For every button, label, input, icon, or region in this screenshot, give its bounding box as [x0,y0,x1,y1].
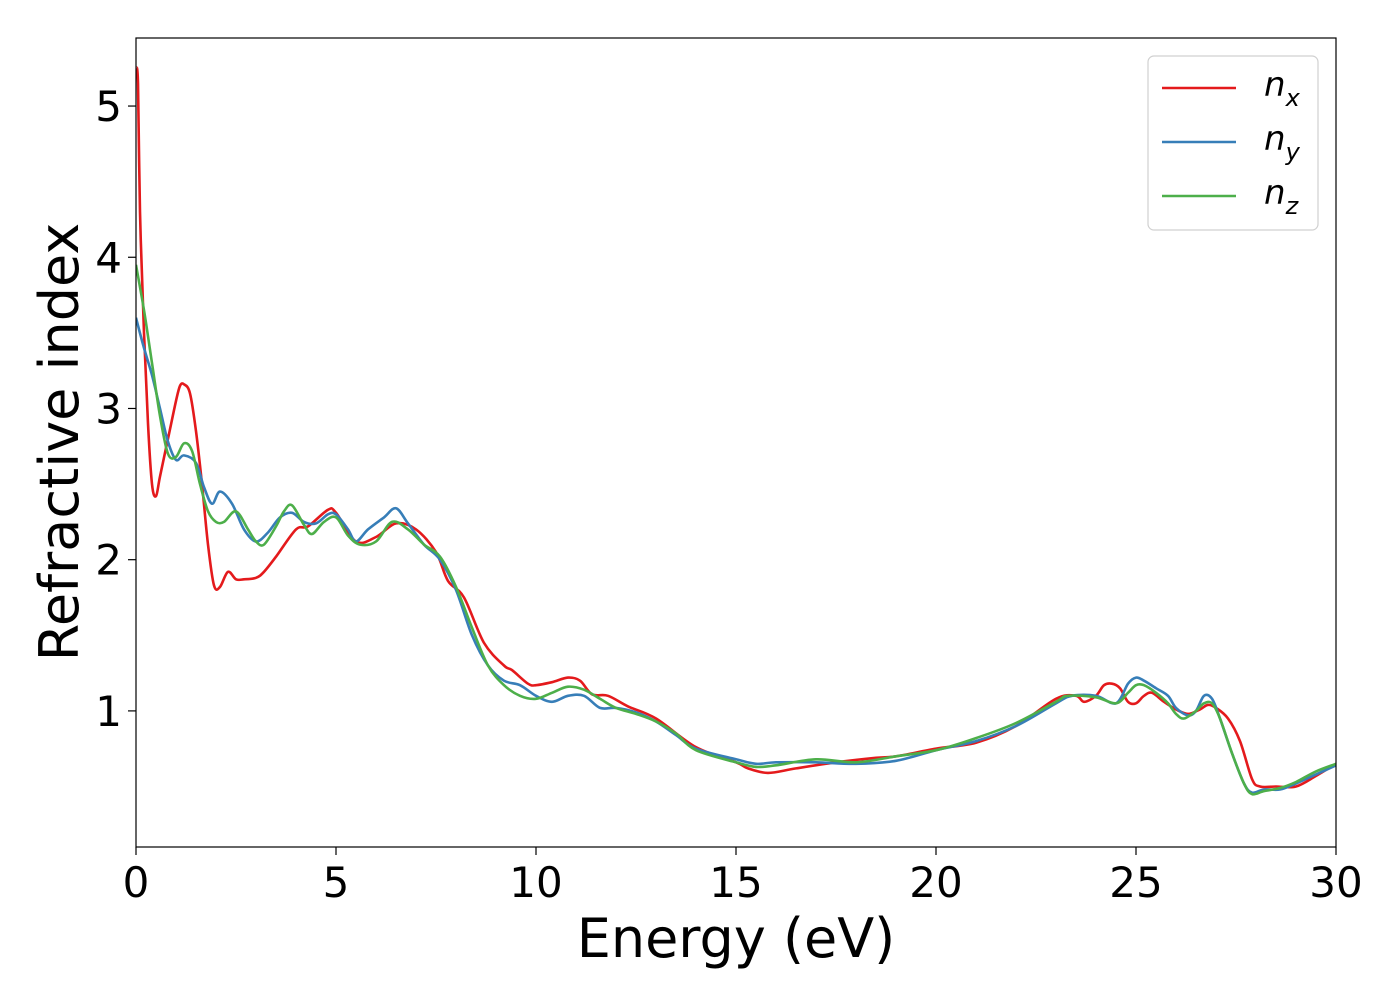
y-tick-label: 2 [95,536,122,585]
x-tick-label: 30 [1309,858,1362,907]
legend: nx ny nz [1147,55,1319,231]
y-tick-label: 3 [95,384,122,433]
x-tick-label: 0 [123,858,150,907]
series-layer [136,66,1336,796]
y-tick-label: 5 [95,82,122,131]
x-tick-label: 10 [509,858,562,907]
y-axis: 1 2 3 4 5 [95,82,136,736]
x-axis: 0 5 10 15 20 25 30 [123,847,1363,907]
x-tick-label: 5 [323,858,350,907]
x-tick-label: 25 [1109,858,1162,907]
legend-label-z: nz [1264,173,1300,220]
y-tick-label: 4 [95,233,122,282]
y-axis-title: Refractive index [28,223,91,662]
legend-label-y: ny [1264,119,1301,166]
plot-area [136,38,1336,847]
series-line-y [136,317,1336,795]
series-line-x [136,66,1336,789]
x-axis-title: Energy (eV) [577,907,896,970]
x-tick-label: 20 [909,858,962,907]
legend-label-x: nx [1264,65,1301,112]
x-tick-label: 15 [709,858,762,907]
y-tick-label: 1 [95,687,122,736]
series-line-z [136,264,1336,796]
